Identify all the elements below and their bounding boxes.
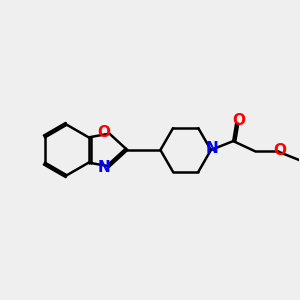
Text: O: O <box>233 113 246 128</box>
Text: N: N <box>98 160 110 175</box>
Text: N: N <box>206 141 219 156</box>
Text: O: O <box>273 142 286 158</box>
Text: O: O <box>98 125 111 140</box>
